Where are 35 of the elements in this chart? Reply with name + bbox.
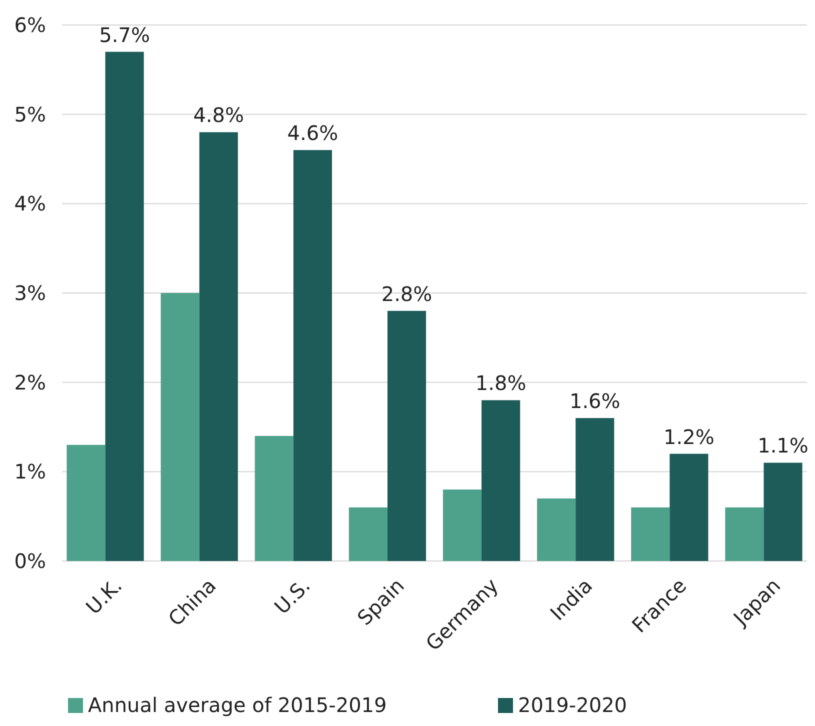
bar: [764, 462, 802, 561]
data-label: 1.8%: [475, 371, 526, 396]
data-label: 1.1%: [758, 434, 808, 458]
data-label: 5.7%: [99, 22, 150, 47]
x-tick-label: U.K.: [81, 573, 127, 620]
bar: [537, 498, 576, 561]
legend-label: Annual average of 2015-2019: [88, 693, 387, 717]
y-tick-label: 1%: [14, 460, 46, 484]
bar: [387, 310, 426, 561]
bar: [293, 150, 332, 561]
y-tick-label: 6%: [14, 13, 46, 37]
bar: [105, 52, 144, 561]
bar: [348, 507, 388, 561]
bar: [199, 132, 238, 561]
data-label: 4.6%: [287, 121, 338, 146]
bar: [725, 507, 764, 561]
bar: [442, 490, 482, 561]
y-tick-label: 2%: [14, 370, 46, 394]
data-label: 4.8%: [193, 103, 244, 128]
bar: [254, 436, 294, 561]
data-label: 1.2%: [664, 424, 714, 449]
bar: [482, 400, 520, 561]
bar: [670, 454, 708, 561]
bar: [66, 444, 106, 561]
bar: [631, 507, 670, 561]
y-tick-label: 0%: [14, 549, 46, 573]
legend-label: 2019-2020: [518, 693, 628, 717]
bar: [160, 293, 200, 561]
data-label: 1.6%: [569, 389, 620, 414]
y-tick-label: 4%: [14, 192, 46, 216]
x-tick-label: U.S.: [270, 573, 315, 619]
y-tick-label: 5%: [14, 102, 46, 126]
data-label: 2.8%: [381, 282, 432, 306]
bar: [576, 418, 614, 561]
y-tick-label: 3%: [14, 281, 46, 305]
